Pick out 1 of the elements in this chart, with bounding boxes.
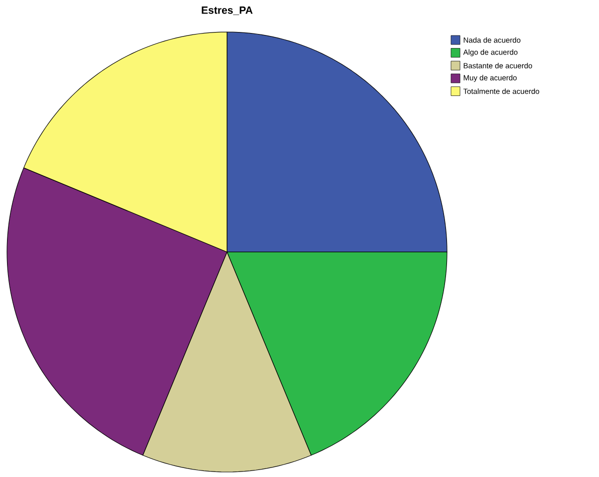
chart-title: Estres_PA [202,6,253,16]
